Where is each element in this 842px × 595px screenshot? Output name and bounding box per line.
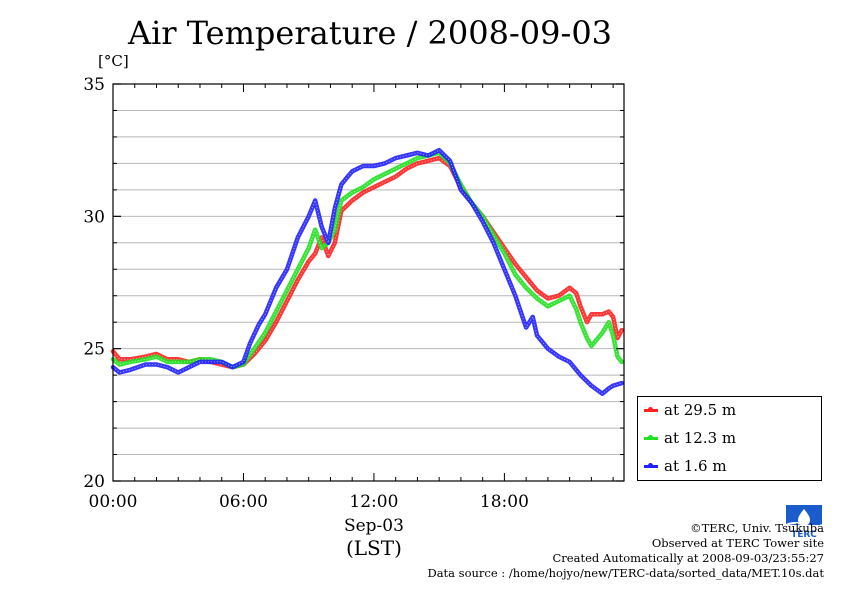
legend-label: at 1.6 m — [664, 457, 727, 475]
series-line — [110, 150, 625, 370]
observed-text: Observed at TERC Tower site — [651, 536, 824, 550]
series-line-highlight — [112, 149, 622, 395]
legend-swatch — [644, 434, 658, 440]
legend-item-29-5m: at 29.5 m — [644, 398, 736, 422]
legend-item-12-3m: at 12.3 m — [644, 426, 736, 450]
logo-text: TERC — [791, 530, 817, 540]
legend-swatch — [644, 462, 658, 468]
x-tick-label: 06:00 — [219, 492, 268, 512]
source-text: Data source : /home/hojyo/new/TERC-data/… — [427, 566, 824, 580]
footer-credits: ©TERC, Univ. Tsukuba Observed at TERC To… — [427, 521, 824, 581]
chart-title: Air Temperature / 2008-09-03 — [127, 14, 613, 52]
created-text: Created Automatically at 2008-09-03/23:5… — [552, 551, 825, 565]
legend-swatch — [644, 406, 658, 412]
terc-logo-icon: TERC — [784, 503, 824, 541]
x-axis-timezone-label: (LST) — [346, 536, 402, 560]
axis-labels: 20 25 30 35 00:00 06:00 12:00 18:00 Sep-03(LST) — [83, 75, 529, 560]
legend-label: at 29.5 m — [664, 401, 737, 419]
series-layer — [110, 147, 625, 396]
plot-frame — [112, 83, 625, 482]
y-tick-label: 30 — [83, 207, 105, 227]
x-tick-label: 12:00 — [349, 492, 398, 512]
copyright-text: ©TERC, Univ. Tsukuba — [690, 521, 824, 535]
x-axis-date-label: Sep-03 — [344, 516, 404, 536]
legend-item-1-6m: at 1.6 m — [644, 454, 727, 478]
x-tick-label: 00:00 — [89, 492, 138, 512]
grid-lines — [113, 109, 624, 456]
legend-label: at 12.3 m — [664, 429, 737, 447]
axis-ticks — [112, 83, 624, 482]
y-tick-label: 20 — [83, 472, 105, 492]
x-tick-label: 18:00 — [480, 492, 529, 512]
y-axis-unit: [°C] — [98, 52, 129, 70]
y-tick-label: 25 — [83, 340, 105, 360]
legend: at 29.5 m at 12.3 m at 1.6 m — [637, 396, 822, 481]
y-tick-label: 35 — [83, 75, 105, 95]
